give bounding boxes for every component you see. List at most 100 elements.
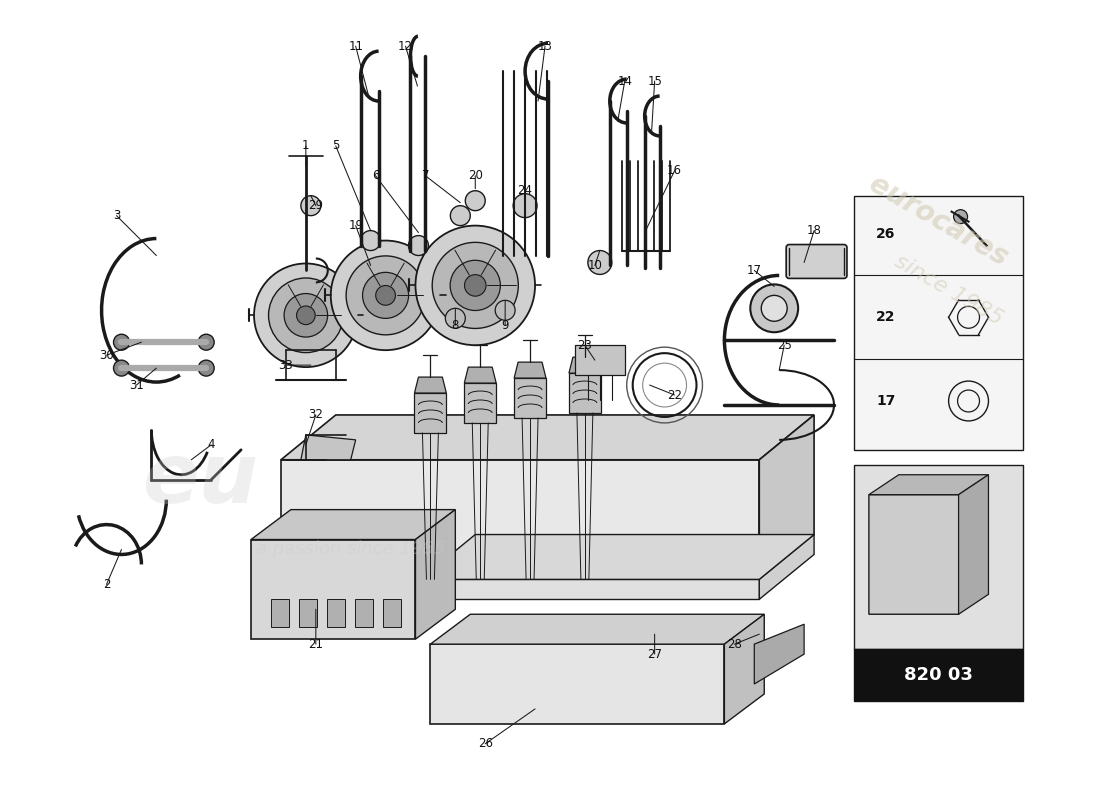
Text: 31: 31 bbox=[129, 378, 144, 391]
Text: 6: 6 bbox=[372, 170, 379, 182]
Circle shape bbox=[297, 306, 316, 325]
Polygon shape bbox=[869, 494, 974, 614]
Circle shape bbox=[513, 194, 537, 218]
FancyBboxPatch shape bbox=[854, 465, 1023, 649]
Circle shape bbox=[750, 285, 799, 332]
Circle shape bbox=[361, 230, 381, 250]
Polygon shape bbox=[354, 599, 373, 627]
Text: 19: 19 bbox=[349, 219, 363, 232]
Text: 33: 33 bbox=[278, 358, 294, 372]
Text: 13: 13 bbox=[538, 40, 552, 53]
Polygon shape bbox=[514, 378, 546, 418]
Text: 28: 28 bbox=[727, 638, 741, 650]
Text: 17: 17 bbox=[876, 394, 895, 408]
Text: 30: 30 bbox=[99, 349, 114, 362]
Circle shape bbox=[761, 295, 788, 322]
Polygon shape bbox=[416, 510, 455, 639]
Text: since 1985: since 1985 bbox=[891, 251, 1007, 330]
Text: 15: 15 bbox=[647, 74, 662, 88]
Polygon shape bbox=[299, 599, 317, 627]
Text: 3: 3 bbox=[113, 209, 120, 222]
Polygon shape bbox=[420, 534, 814, 579]
Text: eu: eu bbox=[143, 439, 260, 520]
Circle shape bbox=[465, 190, 485, 210]
Text: 26: 26 bbox=[876, 226, 895, 241]
Polygon shape bbox=[569, 373, 601, 413]
Text: 20: 20 bbox=[468, 170, 483, 182]
Text: 29: 29 bbox=[308, 199, 323, 212]
Text: 23: 23 bbox=[578, 338, 592, 352]
Circle shape bbox=[450, 206, 471, 226]
Polygon shape bbox=[430, 614, 764, 644]
Polygon shape bbox=[755, 624, 804, 684]
Polygon shape bbox=[575, 345, 625, 375]
Circle shape bbox=[408, 235, 428, 255]
Circle shape bbox=[198, 360, 214, 376]
Circle shape bbox=[113, 334, 130, 350]
Text: 25: 25 bbox=[777, 338, 792, 352]
Polygon shape bbox=[759, 415, 814, 579]
Polygon shape bbox=[464, 367, 496, 383]
Circle shape bbox=[301, 196, 321, 216]
Polygon shape bbox=[415, 393, 447, 433]
Text: 10: 10 bbox=[587, 259, 603, 272]
Circle shape bbox=[113, 360, 130, 376]
Text: 18: 18 bbox=[806, 224, 822, 237]
Circle shape bbox=[254, 263, 358, 367]
Circle shape bbox=[464, 274, 486, 296]
Polygon shape bbox=[569, 357, 601, 373]
Polygon shape bbox=[725, 614, 764, 724]
Text: eurocares: eurocares bbox=[865, 170, 1013, 272]
Polygon shape bbox=[383, 599, 400, 627]
Text: 820 03: 820 03 bbox=[904, 666, 974, 684]
Text: 21: 21 bbox=[308, 638, 323, 650]
Text: 27: 27 bbox=[647, 648, 662, 661]
Polygon shape bbox=[271, 599, 289, 627]
Text: 5: 5 bbox=[332, 139, 340, 152]
Text: 12: 12 bbox=[398, 40, 412, 53]
Circle shape bbox=[268, 278, 343, 353]
Text: 7: 7 bbox=[421, 170, 429, 182]
Polygon shape bbox=[251, 510, 455, 539]
Text: 8: 8 bbox=[452, 318, 459, 332]
Polygon shape bbox=[958, 474, 989, 614]
Text: 11: 11 bbox=[349, 40, 363, 53]
Polygon shape bbox=[301, 435, 355, 460]
Circle shape bbox=[416, 226, 535, 345]
Circle shape bbox=[495, 300, 515, 320]
Circle shape bbox=[363, 272, 408, 318]
Text: 2: 2 bbox=[102, 578, 110, 591]
Text: 16: 16 bbox=[667, 164, 682, 178]
Text: 26: 26 bbox=[477, 738, 493, 750]
Circle shape bbox=[446, 308, 465, 328]
Polygon shape bbox=[869, 474, 989, 494]
FancyBboxPatch shape bbox=[854, 649, 1023, 701]
FancyBboxPatch shape bbox=[786, 245, 847, 278]
Text: 9: 9 bbox=[502, 318, 509, 332]
Text: 1: 1 bbox=[302, 139, 309, 152]
Polygon shape bbox=[280, 415, 814, 460]
Polygon shape bbox=[280, 460, 759, 579]
Circle shape bbox=[587, 250, 612, 274]
Polygon shape bbox=[464, 383, 496, 423]
Text: 32: 32 bbox=[308, 409, 323, 422]
Circle shape bbox=[284, 294, 328, 337]
Polygon shape bbox=[514, 362, 546, 378]
Text: 22: 22 bbox=[876, 310, 895, 324]
Polygon shape bbox=[251, 539, 416, 639]
FancyBboxPatch shape bbox=[854, 196, 1023, 450]
Circle shape bbox=[198, 334, 214, 350]
Polygon shape bbox=[420, 579, 759, 599]
Polygon shape bbox=[430, 644, 725, 724]
Circle shape bbox=[331, 241, 440, 350]
Polygon shape bbox=[415, 377, 447, 393]
Circle shape bbox=[450, 260, 500, 310]
Circle shape bbox=[432, 242, 518, 329]
Text: a passion since 1985: a passion since 1985 bbox=[256, 541, 446, 558]
Polygon shape bbox=[327, 599, 344, 627]
Text: 22: 22 bbox=[667, 389, 682, 402]
Polygon shape bbox=[759, 534, 814, 599]
Text: 17: 17 bbox=[747, 264, 762, 277]
Text: 4: 4 bbox=[208, 438, 214, 451]
Circle shape bbox=[346, 256, 425, 335]
